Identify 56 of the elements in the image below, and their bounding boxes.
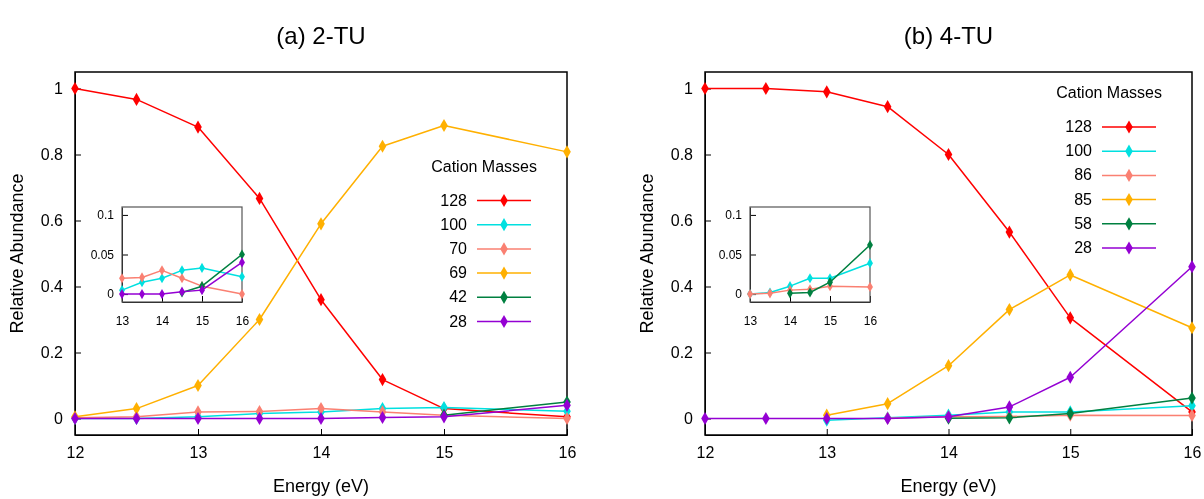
y-tick-label: 0.1 (97, 208, 115, 223)
x-tick-label: 13 (818, 444, 837, 462)
legend-label: 28 (1074, 239, 1093, 256)
y-tick-label: 0.05 (90, 247, 115, 262)
y-tick-label: 0.2 (670, 344, 694, 362)
x-tick-label: 15 (1061, 444, 1080, 462)
x-tick-label: 14 (155, 313, 170, 328)
y-tick-label: 1 (54, 80, 64, 98)
x-tick-label: 16 (1183, 444, 1202, 462)
x-tick-label: 16 (235, 313, 250, 328)
legend-label: 128 (440, 191, 468, 209)
x-tick-label: 13 (189, 444, 208, 462)
legend-title: Cation Masses (1056, 84, 1162, 101)
x-tick-label: 14 (783, 313, 798, 328)
x-tick-label: 15 (823, 313, 838, 328)
x-tick-label: 15 (435, 444, 454, 462)
y-tick-label: 0 (735, 287, 743, 302)
x-tick-label: 14 (940, 444, 958, 462)
x-tick-label: 16 (863, 313, 878, 328)
legend-label: 42 (449, 288, 468, 306)
y-axis-title: Relative Abundance (637, 173, 657, 334)
chart-title: (b) 4-TU (903, 22, 994, 49)
y-tick-label: 0.6 (40, 212, 64, 230)
y-tick-label: 0 (54, 410, 64, 428)
x-tick-label: 16 (558, 444, 577, 462)
x-tick-label: 14 (312, 444, 331, 462)
y-tick-label: 0.8 (40, 146, 64, 164)
legend-title: Cation Masses (431, 157, 537, 175)
y-tick-label: 0 (684, 410, 694, 428)
x-tick-label: 12 (66, 444, 85, 462)
x-axis-title: Energy (eV) (272, 476, 370, 496)
y-tick-label: 0.2 (40, 344, 64, 362)
legend-label: 86 (1074, 166, 1093, 184)
y-tick-label: 0 (107, 287, 115, 302)
legend-label: 69 (449, 264, 468, 282)
legend-label: 100 (1065, 142, 1093, 160)
x-tick-label: 13 (743, 313, 758, 328)
x-tick-label: 15 (195, 313, 210, 328)
x-axis-title: Energy (eV) (900, 476, 997, 496)
x-tick-label: 13 (115, 313, 130, 328)
y-axis-title: Relative Abundance (7, 173, 27, 334)
y-tick-label: 0.05 (718, 247, 743, 262)
y-tick-label: 0.8 (670, 146, 694, 164)
chart-title: (a) 2-TU (276, 22, 366, 49)
x-tick-label: 12 (696, 444, 715, 462)
y-tick-label: 0.4 (670, 278, 694, 296)
legend-label: 58 (1074, 214, 1093, 232)
y-tick-label: 0.1 (725, 208, 743, 223)
y-tick-label: 0.6 (670, 212, 694, 230)
legend-label: 128 (1065, 118, 1093, 135)
legend-label: 100 (440, 215, 468, 233)
legend-label: 85 (1074, 190, 1093, 208)
y-tick-label: 0.4 (40, 278, 64, 296)
y-tick-label: 1 (684, 80, 694, 98)
legend-label: 70 (449, 239, 468, 257)
legend-label: 28 (449, 312, 468, 330)
